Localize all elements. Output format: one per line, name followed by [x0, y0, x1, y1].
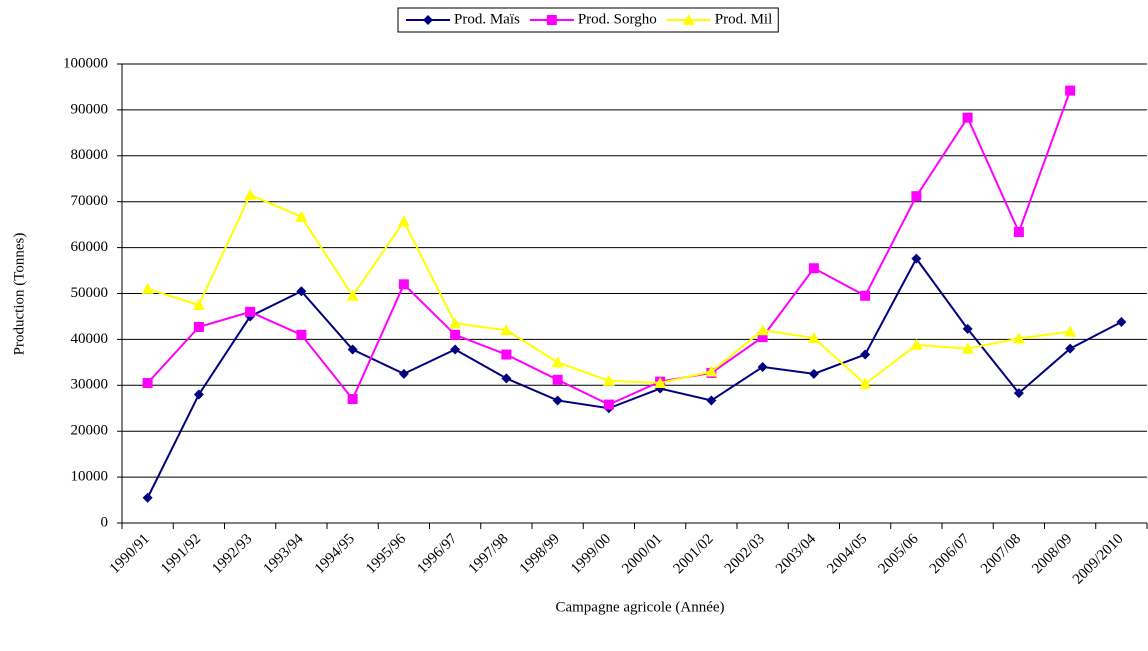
legend-marker [546, 15, 557, 25]
marker [193, 389, 204, 400]
series-line [147, 193, 1071, 386]
marker [398, 368, 409, 379]
marker [602, 374, 615, 386]
x-tick-label: 1999/00 [568, 531, 614, 577]
marker [860, 290, 871, 301]
marker [450, 344, 461, 355]
marker [757, 361, 768, 372]
x-axis-title: Campagne agricole (Année) [555, 599, 724, 615]
legend-label: Prod. Sorgho [578, 11, 657, 27]
x-tick-label: 2006/07 [927, 531, 973, 577]
marker [1065, 85, 1076, 96]
x-tick-label: 2000/01 [619, 531, 665, 577]
y-tick-label: 90000 [71, 101, 109, 117]
marker [142, 492, 153, 503]
marker [1065, 343, 1076, 354]
marker [1116, 316, 1127, 327]
legend-box [397, 7, 779, 33]
marker [500, 324, 513, 336]
legend-marker [423, 15, 433, 25]
x-tick-label: 1994/95 [312, 531, 358, 577]
marker [910, 338, 923, 350]
marker [1013, 226, 1024, 237]
x-tick-label: 2002/03 [722, 531, 768, 577]
marker [552, 395, 563, 406]
x-tick-label: 2005/06 [876, 531, 922, 577]
marker [706, 395, 717, 406]
marker [192, 298, 205, 310]
marker [1013, 388, 1024, 399]
y-tick-label: 70000 [71, 193, 109, 209]
marker [961, 342, 974, 354]
marker [552, 374, 563, 385]
y-tick-label: 100000 [63, 55, 108, 71]
y-tick-label: 20000 [71, 423, 109, 439]
marker [245, 306, 256, 317]
x-tick-label: 1992/93 [209, 531, 255, 577]
y-axis-title: Production (Tonnes) [11, 233, 27, 356]
x-tick-label: 1990/91 [107, 531, 153, 577]
marker [808, 263, 819, 274]
marker [450, 329, 461, 340]
marker [911, 191, 922, 202]
marker [962, 323, 973, 334]
marker [911, 253, 922, 264]
legend: Prod. Maïs Prod. Sorgho Prod. Mil [397, 7, 779, 33]
x-tick-label: 1995/96 [363, 531, 409, 577]
marker [193, 322, 204, 333]
y-tick-label: 40000 [71, 331, 109, 347]
marker [1064, 325, 1077, 337]
marker [603, 399, 614, 410]
marker [859, 377, 872, 389]
x-tick-label: 2008/09 [1029, 531, 1075, 577]
marker [807, 332, 820, 344]
marker [347, 394, 358, 405]
marker [295, 210, 308, 222]
marker [347, 344, 358, 355]
marker [449, 317, 462, 329]
legend-label: Prod. Maïs [454, 11, 520, 27]
marker [705, 365, 718, 377]
y-tick-label: 50000 [71, 285, 109, 301]
x-tick-label: 1997/98 [466, 531, 512, 577]
x-tick-label: 2007/08 [978, 531, 1024, 577]
marker [141, 282, 154, 294]
x-tick-label: 2004/05 [824, 531, 870, 577]
x-tick-label: 2001/02 [671, 531, 717, 577]
y-tick-label: 10000 [71, 469, 109, 485]
marker [244, 188, 257, 200]
marker [654, 377, 667, 389]
x-tick-label: 2009/2010 [1070, 531, 1127, 588]
marker [397, 215, 410, 227]
legend-marker [682, 14, 695, 25]
marker [808, 368, 819, 379]
marker [501, 373, 512, 384]
legend-label: Prod. Mil [715, 11, 773, 27]
marker [756, 324, 769, 336]
x-tick-label: 1991/92 [158, 531, 204, 577]
y-tick-label: 80000 [71, 147, 109, 163]
y-tick-label: 30000 [71, 377, 109, 393]
x-tick-label: 1993/94 [261, 531, 307, 577]
marker [346, 289, 359, 301]
y-tick-label: 0 [101, 514, 109, 530]
marker [757, 332, 768, 343]
marker [398, 279, 409, 290]
marker [860, 349, 871, 360]
marker [1012, 332, 1025, 344]
marker [501, 349, 512, 360]
marker [296, 286, 307, 297]
marker [296, 329, 307, 340]
x-tick-label: 2003/04 [773, 531, 819, 577]
x-tick-label: 1998/99 [517, 531, 563, 577]
series-line [146, 256, 1122, 499]
y-tick-label: 60000 [71, 239, 109, 255]
x-tick-label: 1996/97 [414, 531, 460, 577]
marker [962, 112, 973, 123]
marker [142, 378, 153, 389]
marker [551, 356, 564, 368]
